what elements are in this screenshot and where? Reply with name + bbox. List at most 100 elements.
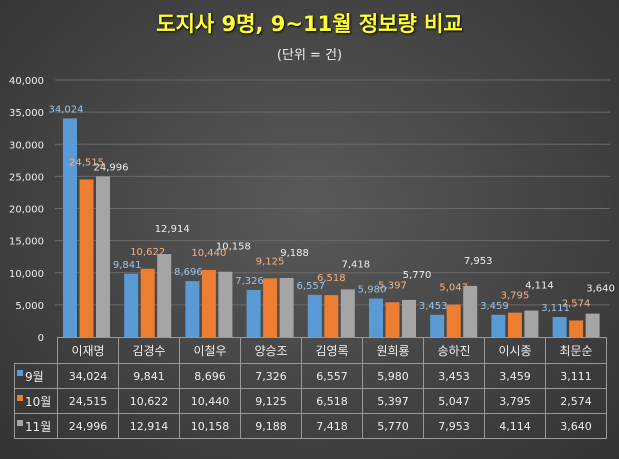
bar-11월 — [218, 271, 233, 337]
legend-swatch-icon — [17, 419, 23, 426]
data-table: 이재명 김경수 이철우 양승조 김영록 원희룡 송하진 이시종 최문순 9월 34,024 9,841… — [14, 337, 607, 439]
data-label: 3,640 — [586, 284, 615, 295]
category-label: 김경수 — [118, 337, 180, 364]
data-label: 5,397 — [378, 280, 407, 291]
data-label: 3,453 — [419, 301, 448, 312]
data-label: 9,125 — [256, 256, 285, 267]
table-cell: 8,696 — [179, 363, 241, 389]
table-cell: 7,953 — [423, 413, 485, 439]
table-cell: 5,047 — [423, 388, 485, 414]
data-label: 3,795 — [501, 291, 530, 302]
table-cell: 7,418 — [301, 413, 363, 439]
data-label: 6,518 — [317, 273, 346, 284]
legend-entry: 9월 — [14, 363, 58, 389]
bar-9월 — [185, 281, 200, 337]
table-cell: 24,996 — [57, 413, 119, 439]
y-tick-label: 30,000 — [9, 140, 44, 151]
bar-9월 — [430, 314, 445, 337]
data-label: 10,622 — [130, 247, 165, 258]
data-label: 4,114 — [525, 281, 554, 292]
data-label: 24,515 — [69, 157, 104, 168]
bar-9월 — [124, 273, 139, 337]
bar-11월 — [96, 176, 110, 337]
category-label: 송하진 — [423, 337, 485, 364]
category-label: 최문순 — [545, 337, 607, 364]
table-cell: 6,557 — [301, 363, 363, 389]
y-tick-label: 35,000 — [9, 108, 44, 119]
legend-swatch-icon — [17, 394, 23, 401]
y-tick-label: 20,000 — [9, 205, 44, 216]
category-label: 이철우 — [179, 337, 241, 364]
chart-title: 도지사 9명, 9~11월 정보량 비교 — [156, 12, 463, 36]
table-cell: 9,188 — [240, 413, 302, 439]
series-name: 10월 — [25, 394, 52, 409]
category-label: 이재명 — [57, 337, 119, 364]
bar-9월 — [552, 317, 567, 337]
table-cell: 6,518 — [301, 388, 363, 414]
data-label: 2,574 — [562, 298, 591, 309]
y-tick-label: 5,000 — [15, 301, 44, 312]
series-name: 11월 — [25, 419, 52, 434]
data-label: 7,326 — [235, 276, 264, 287]
bar-10월 — [140, 268, 155, 337]
table-corner — [14, 337, 58, 364]
bar-10월 — [201, 269, 216, 337]
data-label: 12,914 — [155, 224, 190, 235]
category-label: 원희룡 — [362, 337, 424, 364]
table-row: 11월 24,996 12,914 10,158 9,188 7,418 5,770 7,95… — [14, 413, 607, 439]
category-label: 이시종 — [484, 337, 546, 364]
data-label: 34,024 — [49, 104, 84, 115]
legend-swatch-icon — [17, 369, 23, 376]
bar-10월 — [263, 278, 278, 337]
bar-10월 — [79, 179, 94, 337]
y-tick-label: 10,000 — [9, 269, 44, 280]
data-label: 6,557 — [296, 281, 325, 292]
data-label: 5,047 — [439, 283, 468, 294]
category-label: 김영록 — [301, 337, 363, 364]
bar-11월 — [402, 299, 416, 337]
table-row: 10월 24,515 10,622 10,440 9,125 6,518 5,397 5,04… — [14, 388, 607, 414]
table-cell: 3,795 — [484, 388, 546, 414]
category-label: 양승조 — [240, 337, 302, 364]
chart-subtitle: (단위 = 건) — [276, 48, 343, 63]
legend-entry: 10월 — [14, 388, 58, 414]
y-tick-label: 15,000 — [9, 237, 44, 248]
table-row: 9월 34,024 9,841 8,696 7,326 6,557 5,980 3,453 3,… — [14, 363, 607, 389]
table-cell: 34,024 — [57, 363, 119, 389]
table-cell: 3,459 — [484, 363, 546, 389]
table-cell: 3,453 — [423, 363, 485, 389]
bar-10월 — [446, 304, 461, 337]
bar-11월 — [585, 313, 600, 337]
data-label: 5,980 — [358, 285, 387, 296]
bar-10월 — [569, 320, 584, 337]
table-cell: 3,111 — [545, 363, 607, 389]
table-cell: 10,622 — [118, 388, 180, 414]
bar-10월 — [507, 312, 522, 337]
bar-11월 — [279, 277, 294, 337]
series-name: 9월 — [25, 369, 44, 384]
data-label: 10,158 — [216, 242, 251, 253]
data-label: 3,459 — [480, 301, 509, 312]
data-label: 10,440 — [191, 248, 226, 259]
data-label: 8,696 — [174, 267, 203, 278]
bar-11월 — [340, 289, 355, 337]
data-label: 5,770 — [403, 270, 432, 281]
data-label: 3,111 — [541, 303, 570, 314]
table-cell: 4,114 — [484, 413, 546, 439]
table-cell: 10,440 — [179, 388, 241, 414]
y-tick-label: 25,000 — [9, 172, 44, 183]
bar-10월 — [385, 302, 400, 337]
data-label: 9,841 — [113, 260, 142, 271]
data-label: 7,953 — [464, 256, 493, 267]
table-cell: 5,770 — [362, 413, 424, 439]
data-label: 7,418 — [341, 259, 370, 270]
data-label: 24,996 — [94, 162, 129, 173]
table-cell: 7,326 — [240, 363, 302, 389]
bar-11월 — [463, 285, 478, 337]
bar-9월 — [491, 314, 506, 337]
bar-11월 — [524, 310, 539, 337]
table-cell: 3,640 — [545, 413, 607, 439]
bar-9월 — [246, 289, 261, 337]
